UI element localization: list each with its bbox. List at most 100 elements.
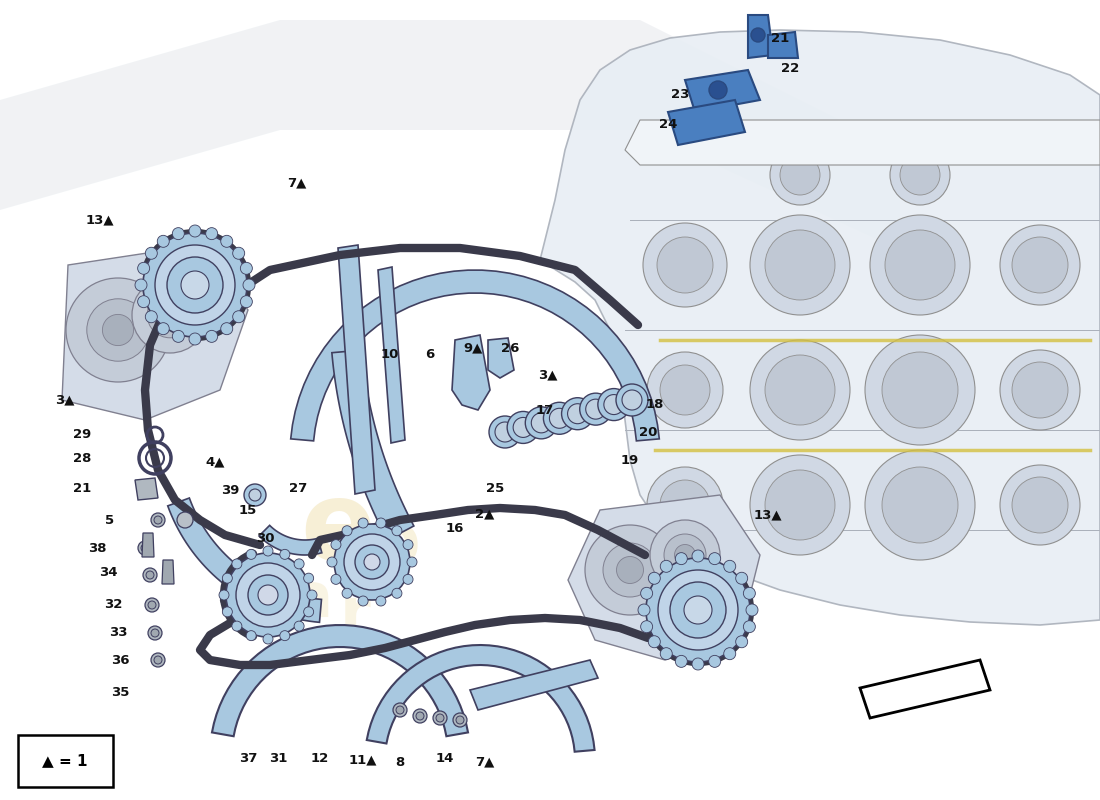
- Circle shape: [155, 245, 235, 325]
- Circle shape: [436, 714, 444, 722]
- Circle shape: [364, 554, 380, 570]
- Polygon shape: [162, 560, 174, 584]
- Circle shape: [143, 233, 248, 337]
- Text: 25: 25: [486, 482, 504, 494]
- Circle shape: [882, 352, 958, 428]
- Circle shape: [246, 630, 256, 641]
- Circle shape: [750, 455, 850, 555]
- Circle shape: [206, 330, 218, 342]
- Circle shape: [221, 322, 233, 334]
- Circle shape: [167, 257, 223, 313]
- Circle shape: [750, 340, 850, 440]
- Polygon shape: [212, 625, 468, 736]
- Circle shape: [206, 228, 218, 240]
- Circle shape: [331, 540, 341, 550]
- Circle shape: [145, 310, 157, 322]
- Circle shape: [900, 155, 940, 195]
- Polygon shape: [568, 495, 760, 660]
- Circle shape: [396, 706, 404, 714]
- Circle shape: [865, 450, 975, 560]
- Polygon shape: [378, 267, 405, 443]
- Circle shape: [151, 653, 165, 667]
- Text: 32: 32: [103, 598, 122, 611]
- Circle shape: [621, 390, 642, 410]
- Text: 24: 24: [659, 118, 678, 131]
- Circle shape: [648, 572, 660, 584]
- Circle shape: [148, 601, 156, 609]
- Circle shape: [177, 512, 192, 528]
- Polygon shape: [290, 270, 659, 441]
- Circle shape: [412, 709, 427, 723]
- Circle shape: [226, 553, 310, 637]
- Circle shape: [241, 262, 252, 274]
- Circle shape: [151, 513, 165, 527]
- Text: 29: 29: [73, 429, 91, 442]
- Text: 39: 39: [221, 483, 239, 497]
- Text: 10: 10: [381, 349, 399, 362]
- Circle shape: [222, 607, 232, 617]
- Circle shape: [189, 225, 201, 237]
- Text: 33: 33: [109, 626, 128, 639]
- Circle shape: [151, 629, 160, 637]
- Text: 7▲: 7▲: [287, 177, 307, 190]
- Circle shape: [585, 399, 606, 419]
- Circle shape: [684, 596, 712, 624]
- Circle shape: [751, 28, 764, 42]
- Circle shape: [233, 247, 244, 259]
- Circle shape: [562, 398, 594, 430]
- Circle shape: [736, 636, 748, 648]
- Circle shape: [102, 314, 133, 346]
- Circle shape: [392, 588, 402, 598]
- Circle shape: [392, 526, 402, 536]
- Circle shape: [490, 416, 521, 448]
- Polygon shape: [0, 20, 900, 250]
- Text: 19: 19: [620, 454, 639, 466]
- Text: 8: 8: [395, 755, 405, 769]
- Circle shape: [143, 568, 157, 582]
- Circle shape: [1000, 225, 1080, 305]
- Circle shape: [580, 393, 612, 425]
- Text: 16: 16: [446, 522, 464, 534]
- Circle shape: [648, 636, 660, 648]
- Circle shape: [456, 716, 464, 724]
- Text: 23: 23: [671, 89, 690, 102]
- Circle shape: [138, 541, 152, 555]
- Circle shape: [236, 563, 300, 627]
- Circle shape: [647, 352, 723, 428]
- Circle shape: [294, 621, 304, 631]
- Circle shape: [549, 408, 570, 428]
- Circle shape: [660, 480, 710, 530]
- Circle shape: [304, 607, 313, 617]
- Circle shape: [331, 574, 341, 584]
- Circle shape: [660, 648, 672, 660]
- Circle shape: [1000, 350, 1080, 430]
- Circle shape: [708, 553, 720, 565]
- Text: p: p: [370, 511, 420, 578]
- Circle shape: [344, 534, 400, 590]
- Polygon shape: [142, 533, 154, 557]
- Text: 11▲: 11▲: [349, 754, 377, 766]
- Circle shape: [138, 262, 150, 274]
- Circle shape: [407, 557, 417, 567]
- Text: 21: 21: [771, 31, 789, 45]
- Circle shape: [603, 543, 657, 597]
- Circle shape: [764, 470, 835, 540]
- Circle shape: [249, 489, 261, 501]
- Circle shape: [870, 215, 970, 315]
- Circle shape: [154, 516, 162, 524]
- Circle shape: [294, 559, 304, 569]
- Circle shape: [359, 518, 369, 528]
- Circle shape: [640, 587, 652, 599]
- Circle shape: [246, 550, 256, 559]
- Circle shape: [675, 655, 688, 667]
- Text: 17: 17: [536, 403, 554, 417]
- Circle shape: [646, 558, 750, 662]
- Circle shape: [708, 655, 720, 667]
- Circle shape: [342, 526, 352, 536]
- Polygon shape: [62, 245, 248, 420]
- Circle shape: [279, 550, 289, 559]
- Circle shape: [1012, 362, 1068, 418]
- Circle shape: [182, 271, 209, 299]
- Circle shape: [531, 413, 551, 433]
- Circle shape: [263, 634, 273, 644]
